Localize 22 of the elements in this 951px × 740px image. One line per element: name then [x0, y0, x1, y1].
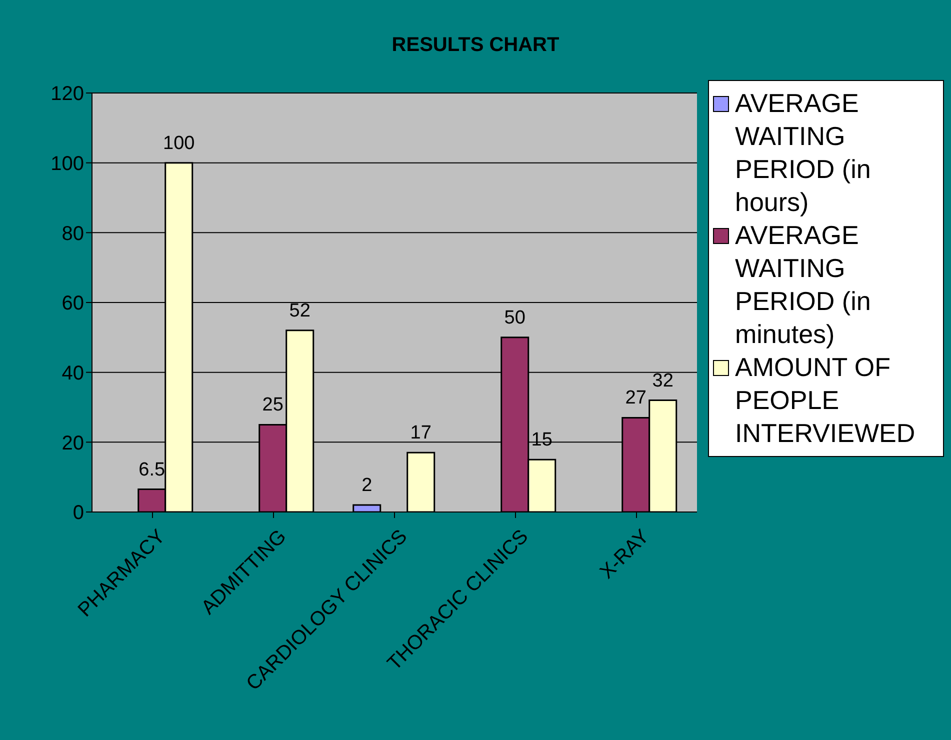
data-label: 17: [410, 422, 432, 444]
chart-title: RESULTS CHART: [390, 34, 560, 57]
data-label: 25: [262, 394, 284, 416]
bar: [406, 452, 436, 512]
y-tick-label: 60: [62, 292, 84, 315]
data-label: 32: [652, 370, 674, 392]
y-tick-label: 120: [50, 83, 84, 106]
legend-label: AVERAGE WAITING PERIOD (in hours): [735, 87, 872, 219]
legend-label: AMOUNT OF PEOPLE INTERVIEWED: [735, 351, 916, 450]
data-label: 27: [625, 388, 646, 409]
data-label: 2: [362, 475, 372, 496]
y-tick-label: 80: [62, 222, 84, 245]
data-label: 100: [163, 132, 195, 154]
data-label: 6.5: [138, 459, 166, 480]
legend-label: AVERAGE WAITING PERIOD (in minutes): [735, 219, 872, 351]
y-tick-label: 0: [72, 502, 84, 524]
y-tick-label: 100: [50, 152, 84, 175]
bar: [352, 504, 382, 512]
data-label: 52: [289, 300, 310, 322]
data-label: 50: [504, 307, 526, 328]
y-tick-label: 40: [62, 362, 84, 384]
y-tick-label: 20: [62, 432, 84, 454]
